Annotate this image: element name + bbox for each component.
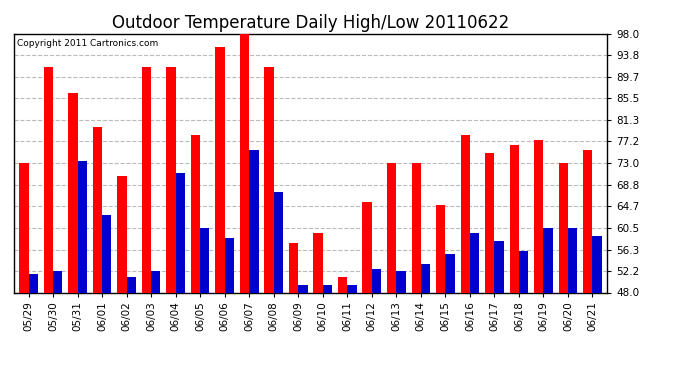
Bar — [151, 271, 161, 292]
Bar — [495, 241, 504, 292]
Bar — [28, 274, 38, 292]
Bar — [593, 236, 602, 292]
Bar — [200, 228, 210, 292]
Bar — [485, 153, 495, 292]
Bar — [191, 135, 200, 292]
Bar — [92, 127, 102, 292]
Bar — [534, 140, 544, 292]
Bar — [43, 68, 53, 292]
Bar — [519, 251, 529, 292]
Bar — [142, 68, 151, 292]
Bar — [77, 160, 87, 292]
Bar — [460, 135, 470, 292]
Bar — [411, 163, 421, 292]
Bar — [372, 269, 381, 292]
Bar — [323, 285, 332, 292]
Bar — [240, 34, 249, 292]
Bar — [249, 150, 259, 292]
Bar — [544, 228, 553, 292]
Bar — [264, 68, 274, 292]
Bar — [396, 271, 406, 292]
Bar — [117, 176, 126, 292]
Bar — [338, 277, 347, 292]
Bar — [176, 174, 185, 292]
Bar — [225, 238, 234, 292]
Text: Copyright 2011 Cartronics.com: Copyright 2011 Cartronics.com — [17, 39, 158, 48]
Bar — [19, 163, 28, 292]
Title: Outdoor Temperature Daily High/Low 20110622: Outdoor Temperature Daily High/Low 20110… — [112, 14, 509, 32]
Bar — [510, 145, 519, 292]
Bar — [274, 192, 283, 292]
Bar — [362, 202, 372, 292]
Bar — [436, 204, 445, 292]
Bar — [559, 163, 568, 292]
Bar — [126, 277, 136, 292]
Bar — [166, 68, 176, 292]
Bar — [387, 163, 396, 292]
Bar — [313, 233, 323, 292]
Bar — [347, 285, 357, 292]
Bar — [470, 233, 479, 292]
Bar — [289, 243, 298, 292]
Bar — [421, 264, 430, 292]
Bar — [102, 215, 111, 292]
Bar — [445, 254, 455, 292]
Bar — [215, 47, 225, 292]
Bar — [583, 150, 593, 292]
Bar — [568, 228, 578, 292]
Bar — [298, 285, 308, 292]
Bar — [53, 271, 62, 292]
Bar — [68, 93, 77, 292]
